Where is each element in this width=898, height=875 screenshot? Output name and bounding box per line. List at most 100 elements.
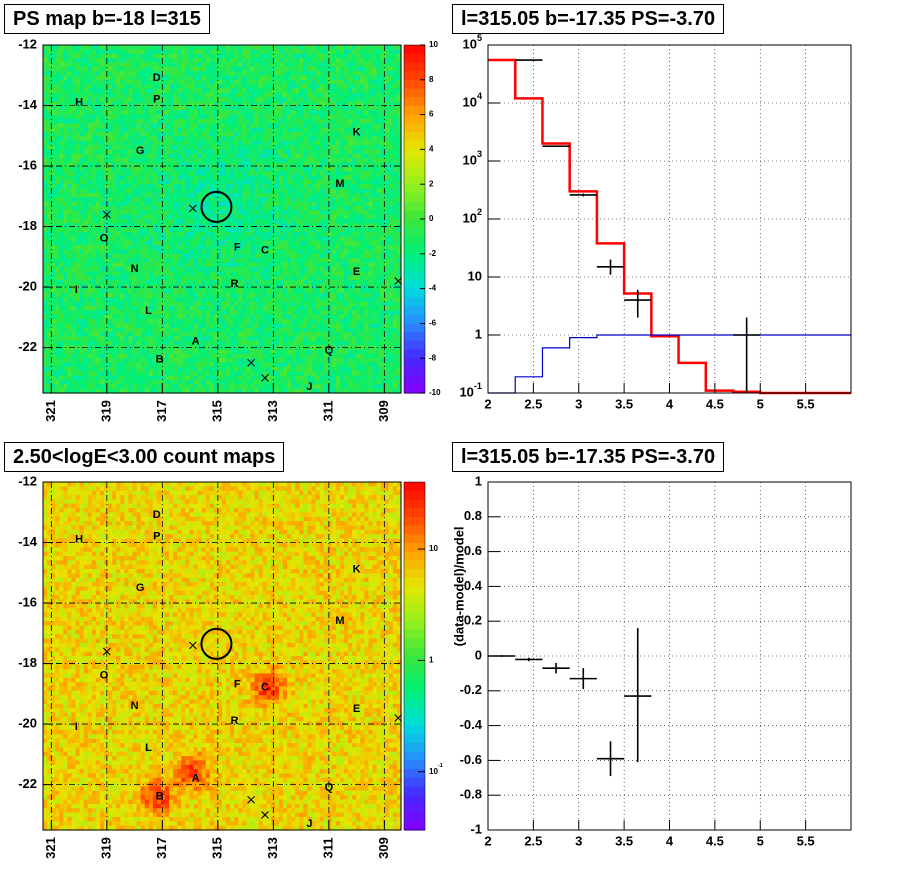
colorbar-tick-label: 10 xyxy=(429,544,438,553)
y-axis-title: (data-model)/model xyxy=(451,526,466,646)
x-tick-label: 2.5 xyxy=(524,396,542,411)
colorbar-tick-label: 2 xyxy=(429,179,434,188)
source-label: B xyxy=(156,791,164,803)
y-tick-label: 102 xyxy=(462,207,482,225)
x-tick-label: 2.5 xyxy=(524,833,542,848)
y-tick-label: -22 xyxy=(18,776,37,791)
y-tick-label: -0.8 xyxy=(460,787,482,802)
y-tick-label: 0.6 xyxy=(464,543,482,558)
source-label: O xyxy=(100,233,109,245)
colorbar-tick-label: -2 xyxy=(429,249,437,258)
source-label: I xyxy=(75,284,78,296)
x-tick-label: 313 xyxy=(265,400,280,422)
source-label: F xyxy=(234,679,241,691)
x-tick-label: 4.5 xyxy=(706,833,724,848)
x-tick-label: 2 xyxy=(484,396,491,411)
data-point xyxy=(542,662,570,674)
source-label: H xyxy=(75,533,83,545)
x-tick-label: 311 xyxy=(320,838,335,859)
source-label: I xyxy=(75,721,78,733)
x-tick-label: 321 xyxy=(43,400,58,422)
source-label: G xyxy=(136,145,145,157)
y-tick-label: -16 xyxy=(18,594,37,609)
source-label: C xyxy=(261,245,269,257)
y-tick-label: -0.2 xyxy=(460,682,482,697)
xy-panel-spectrum: 2 2.5 3 3.5 4 4.5 5 5.5 10-1 1 10 102 103 104 105 xyxy=(459,33,852,411)
x-tick-label: 4 xyxy=(666,833,674,848)
source-label: D xyxy=(153,509,161,521)
y-tick-label: -16 xyxy=(18,157,37,172)
source-cross xyxy=(102,210,111,219)
source-label: D xyxy=(153,72,161,84)
x-tick-label: 3 xyxy=(575,833,582,848)
y-tick-label: 104 xyxy=(462,91,482,109)
colorbar-tick-label: 10 xyxy=(429,40,438,49)
heatmap-panel-counts: -12 -14 -16 -18 -20 -22 321 319 317 315 313 311 309 D… xyxy=(18,473,443,858)
x-tick-label: 319 xyxy=(98,837,113,859)
colorbar-tick-label: -8 xyxy=(429,353,437,362)
data-point xyxy=(596,741,625,777)
source-label: K xyxy=(353,564,361,576)
source-label: L xyxy=(145,742,152,754)
y-tick-label: 0.4 xyxy=(464,578,483,593)
y-tick-label: -0.4 xyxy=(460,717,483,732)
colorbar: 10 1 10-1 xyxy=(403,481,443,831)
x-tick-label: 5 xyxy=(757,396,764,411)
target-circle xyxy=(200,627,233,660)
data-point xyxy=(624,628,652,763)
y-tick-label: 0 xyxy=(475,647,482,662)
source-label: Q xyxy=(325,782,334,794)
source-label: Q xyxy=(325,345,334,357)
y-tick-label: -0.6 xyxy=(460,752,482,767)
count-map-title: 2.50<logE<3.00 count maps xyxy=(4,442,285,472)
data-point xyxy=(569,668,597,690)
y-tick-label: 10-1 xyxy=(459,381,482,399)
source-label: P xyxy=(153,93,160,105)
data-point xyxy=(733,317,761,393)
colorbar-tick-label: 6 xyxy=(429,110,434,119)
x-tick-label: 317 xyxy=(154,837,169,859)
y-tick-label: 103 xyxy=(462,149,482,167)
x-tick-label: 2 xyxy=(484,833,491,848)
spectrum-title: l=315.05 b=-17.35 PS=-3.70 xyxy=(452,4,725,34)
source-label: R xyxy=(231,715,239,727)
data-point xyxy=(569,193,597,197)
source-label: M xyxy=(335,615,344,627)
source-label: J xyxy=(306,381,312,393)
ps-map-title: PS map b=-18 l=315 xyxy=(4,4,210,34)
source-cross xyxy=(247,795,255,804)
x-tick-label: 4.5 xyxy=(706,396,724,411)
x-tick-label: 315 xyxy=(209,400,224,422)
colorbar-tick-label: 0 xyxy=(429,214,434,223)
heatmap-pixels xyxy=(43,45,402,394)
target-circle xyxy=(200,190,233,223)
y-tick-label: -14 xyxy=(18,97,38,112)
x-tick-label: 4 xyxy=(666,396,674,411)
x-tick-label: 319 xyxy=(98,400,113,422)
x-tick-label: 3 xyxy=(575,396,582,411)
x-tick-label: 313 xyxy=(265,837,280,859)
x-tick-label: 309 xyxy=(376,837,391,859)
x-tick-label: 5.5 xyxy=(797,833,815,848)
source-label: P xyxy=(153,530,160,542)
source-cross xyxy=(189,204,197,213)
y-tick-label: -1 xyxy=(470,821,482,836)
source-cross xyxy=(394,277,403,285)
colorbar-tick-label: 4 xyxy=(429,145,434,154)
source-label: F xyxy=(234,242,241,254)
data-point xyxy=(542,145,570,147)
source-cross xyxy=(189,641,197,650)
colorbar-tick-label: -6 xyxy=(429,319,437,328)
colorbar-tick-label: 8 xyxy=(429,75,434,84)
model-background-step xyxy=(488,334,851,394)
source-cross xyxy=(261,811,269,819)
source-label: O xyxy=(100,670,109,682)
heatmap-frame xyxy=(42,44,402,394)
y-tick-label: -18 xyxy=(18,218,37,233)
x-tick-label: 321 xyxy=(43,837,58,859)
data-point xyxy=(515,657,543,662)
y-tick-label: -12 xyxy=(18,36,37,51)
source-label: R xyxy=(231,278,239,290)
x-tick-label: 311 xyxy=(320,401,335,422)
